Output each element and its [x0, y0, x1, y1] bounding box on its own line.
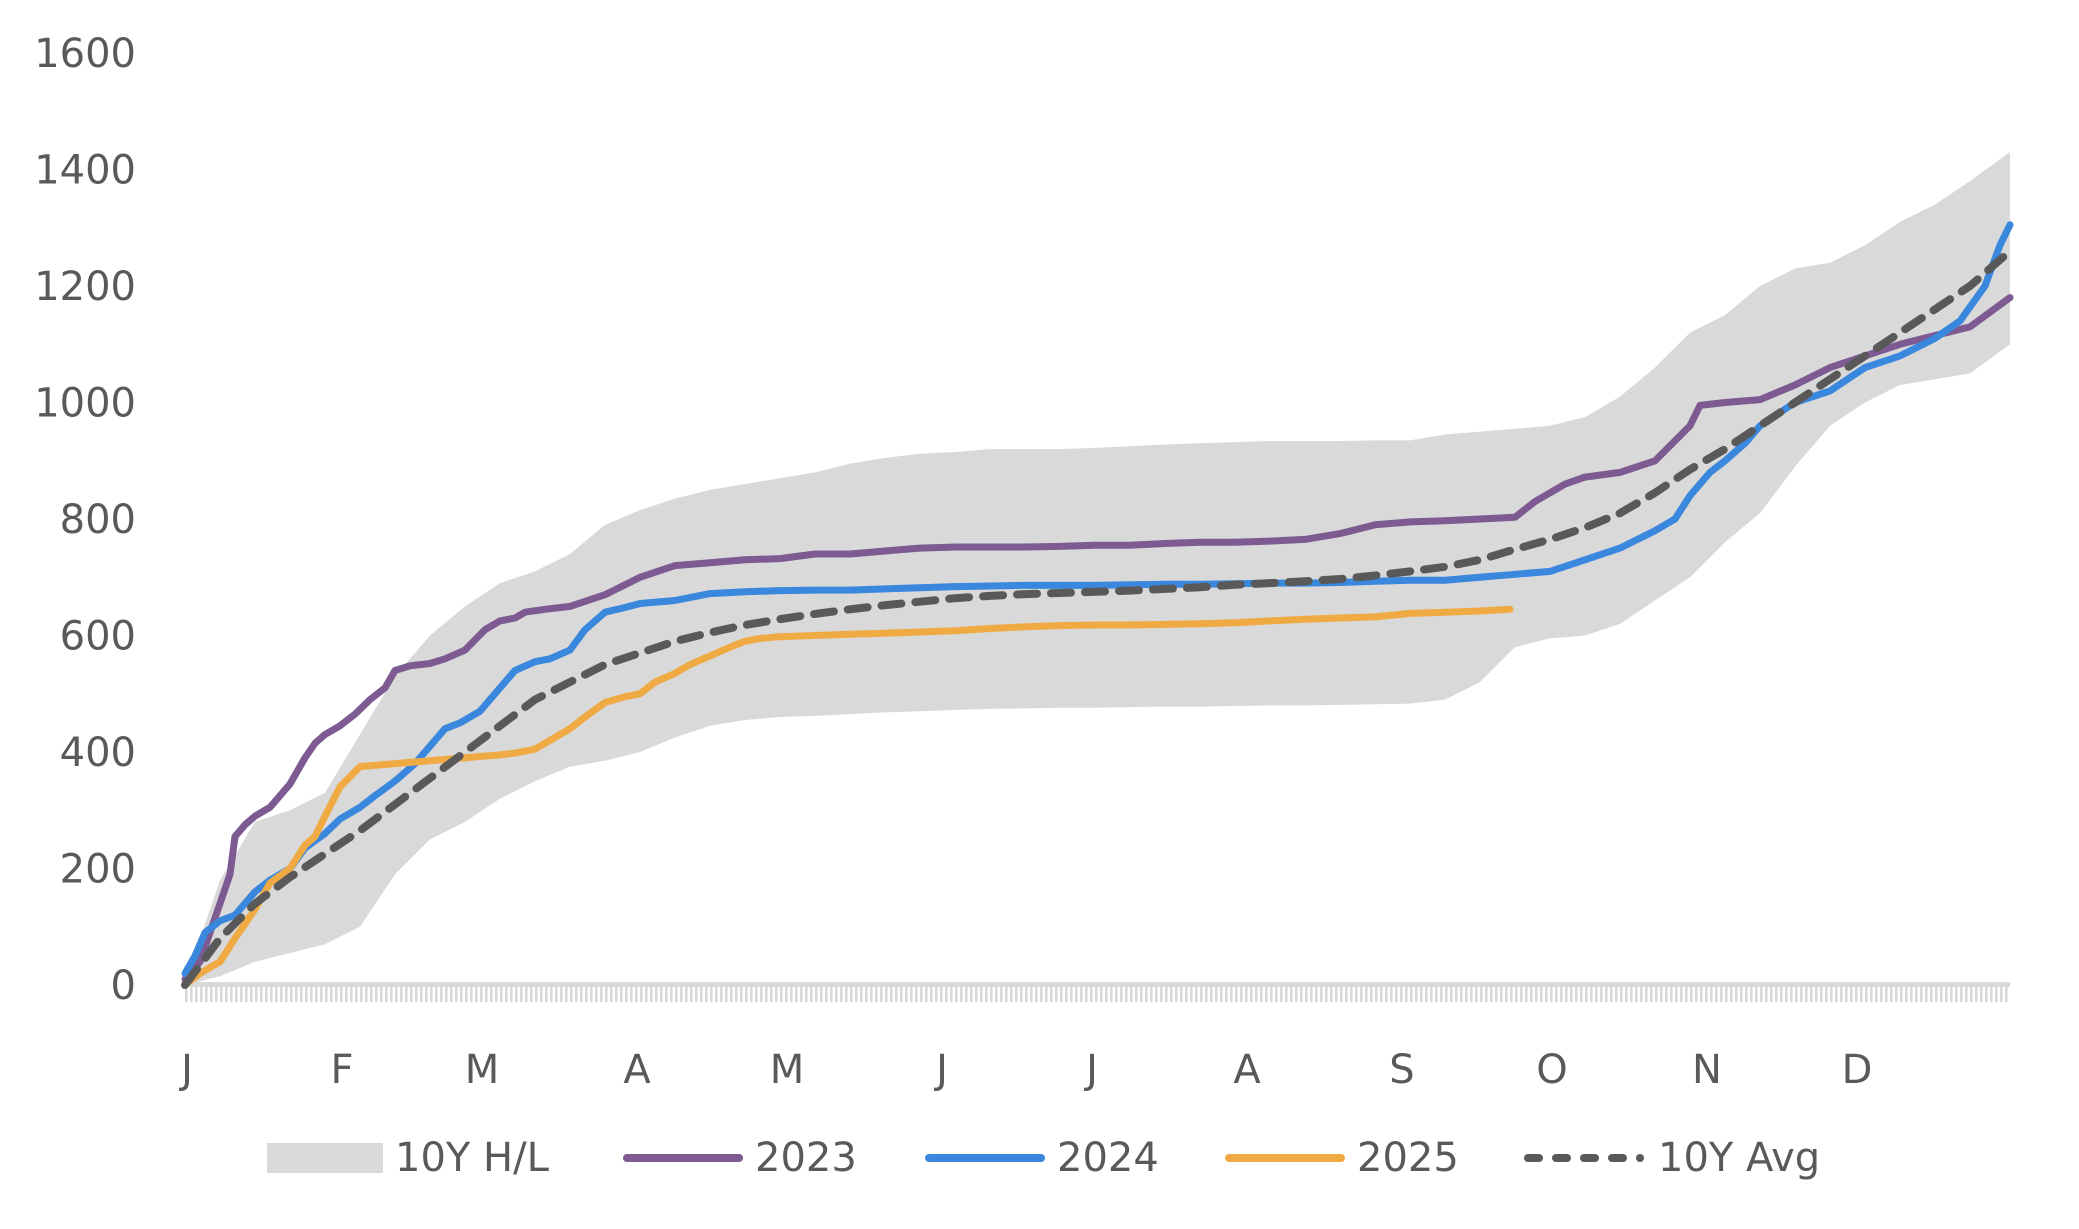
legend-label: 10Y Avg	[1658, 1135, 1821, 1181]
legend-item-2025: 2025	[1225, 1130, 1459, 1186]
legend-swatch-band	[267, 1143, 383, 1173]
series-line-2023	[181, 294, 2014, 983]
x-tick-label: M	[770, 1047, 805, 1093]
legend-label: 2024	[1057, 1135, 1159, 1181]
legend-label: 10Y H/L	[395, 1135, 549, 1181]
x-tick-label: D	[1842, 1047, 1873, 1093]
y-tick-label: 1200	[34, 264, 136, 310]
x-tick-label: J	[1083, 1047, 1098, 1093]
y-tick-label: 400	[60, 730, 136, 776]
x-axis-line	[185, 982, 2010, 987]
y-tick-label: 1000	[34, 381, 136, 427]
legend-label: 2025	[1357, 1135, 1459, 1181]
x-tick-label: N	[1692, 1047, 1722, 1093]
x-tick-label: J	[178, 1047, 193, 1093]
legend-item-2024: 2024	[925, 1130, 1159, 1186]
x-tick-label: O	[1536, 1047, 1567, 1093]
series-line-10y-avg	[181, 247, 2014, 989]
series-line-2024	[181, 221, 2014, 977]
y-tick-label: 0	[111, 963, 136, 1009]
x-tick-label: M	[465, 1047, 500, 1093]
legend-item-10y-hl: 10Y H/L	[267, 1130, 549, 1186]
legend-swatch-2023	[623, 1154, 743, 1162]
legend-swatch-2025	[1225, 1154, 1345, 1162]
x-tick-label: A	[1233, 1047, 1261, 1093]
band-layer	[185, 152, 2010, 985]
legend-item-10y-avg: 10Y Avg	[1524, 1130, 1820, 1186]
legend-swatch-10y-avg	[1524, 1154, 1646, 1162]
series-layer	[181, 221, 2014, 989]
y-tick-label: 1400	[34, 148, 136, 194]
x-tick-label: J	[933, 1047, 948, 1093]
x-axis-minor-ticks	[185, 985, 2010, 1002]
legend-label: 2023	[755, 1135, 857, 1181]
x-axis	[185, 982, 2010, 1002]
y-tick-label: 200	[60, 847, 136, 893]
x-tick-label: F	[330, 1047, 353, 1093]
y-axis: 0 200 400 600 800 1000 1200 1400 1600	[34, 31, 136, 1009]
x-tick-label: S	[1389, 1047, 1414, 1093]
series-line-2025	[181, 605, 1514, 989]
legend: 10Y H/L 2023 2024 2025 10Y Avg	[0, 1130, 2079, 1186]
legend-item-2023: 2023	[623, 1130, 857, 1186]
y-tick-label: 600	[60, 614, 136, 660]
x-tick-label: A	[623, 1047, 651, 1093]
band-10y-high-low	[185, 152, 2010, 985]
legend-swatch-2024	[925, 1154, 1045, 1162]
y-tick-label: 1600	[34, 31, 136, 77]
y-tick-label: 800	[60, 497, 136, 543]
